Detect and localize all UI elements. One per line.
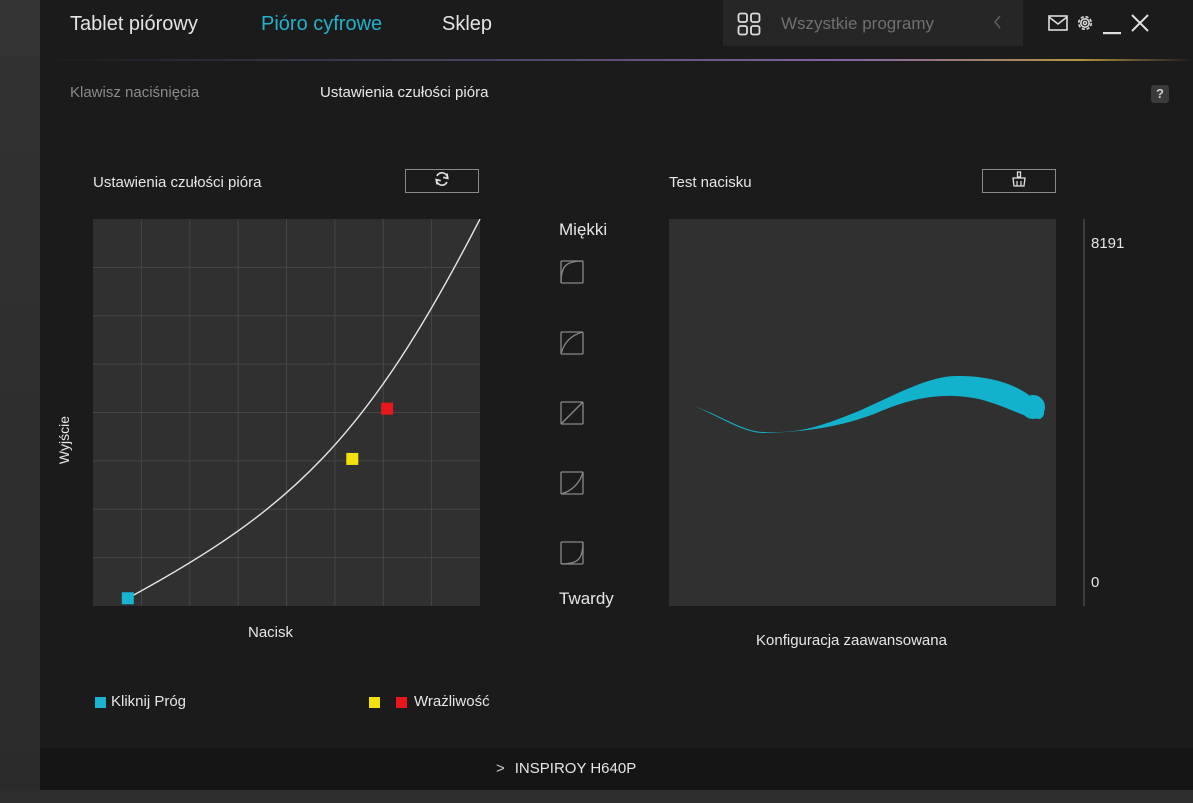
minimize-icon[interactable] [1103,22,1121,40]
pressure-curve-line [127,219,481,599]
preset-soft-icon[interactable] [560,331,584,355]
program-selector-label: Wszystkie programy [781,14,935,33]
program-selector[interactable]: Wszystkie programy [723,0,1023,46]
desktop-background [0,0,40,803]
sensitivity-handle-1[interactable] [346,452,359,465]
sensitivity-legend-label: Wrażliwość [414,693,490,710]
pressure-curve-title: Ustawienia czułości pióra [93,174,262,191]
pressure-curve-graph[interactable] [93,219,481,608]
soft-preset-label: Miękki [559,220,608,239]
clear-test-button[interactable] [982,169,1056,193]
advanced-config-link[interactable]: Konfiguracja zaawansowana [756,632,947,649]
reset-curve-button[interactable] [405,169,479,193]
output-axis-label: Wyjście [56,415,72,465]
settings-gear-icon[interactable] [1075,13,1095,38]
hard-preset-label: Twardy [559,589,614,608]
tab-digital-pen[interactable]: Pióro cyfrowe [261,13,383,35]
close-icon[interactable] [1131,14,1149,37]
curve-grid [93,219,480,606]
refresh-icon [433,171,451,192]
header-divider [40,59,1193,61]
apps-grid-icon [737,12,761,41]
pressure-test-title: Test nacisku [669,174,752,191]
sensitivity-legend-swatch-yellow [369,697,380,708]
desktop-background-bottom [0,790,1193,803]
mail-icon[interactable] [1048,15,1068,36]
subtab-pen-sensitivity[interactable]: Ustawienia czułości pióra [320,84,489,101]
preset-hardest-icon[interactable] [560,541,584,565]
tab-tablet[interactable]: Tablet piórowy [70,13,198,35]
chevron-right-icon: > [496,760,505,777]
pressure-meter-bar [1083,219,1085,606]
preset-softest-icon[interactable] [560,260,584,284]
sensitivity-legend-swatch-red [396,697,407,708]
click-threshold-legend-label: Kliknij Próg [111,693,187,710]
tab-store[interactable]: Sklep [442,13,493,35]
device-name: INSPIROY H640P [514,760,637,777]
pressure-min-value: 0 [1091,574,1100,591]
pen-tablet-app-window: Tablet piórowy Pióro cyfrowe Sklep Wszys… [40,0,1193,790]
broom-clear-icon [1011,170,1027,192]
pressure-max-value: 8191 [1091,235,1125,252]
sensitivity-handle-2[interactable] [381,402,394,415]
subtab-press-key[interactable]: Klawisz naciśnięcia [70,84,200,101]
header-bar: Tablet piórowy Pióro cyfrowe Sklep Wszys… [40,0,1193,61]
click-threshold-legend-swatch [95,697,106,708]
pressure-test-canvas[interactable] [669,219,1056,606]
sensitivity-handles [346,402,394,465]
click-threshold-handle[interactable] [121,592,134,605]
device-footer: > INSPIROY H640P [40,748,1193,790]
test-stroke [694,375,1045,433]
help-button[interactable]: ? [1151,85,1169,103]
chevron-left-icon[interactable] [993,14,1003,35]
preset-firm-icon[interactable] [560,471,584,495]
device-selector[interactable]: > INSPIROY H640P [496,760,636,777]
pressure-axis-label: Nacisk [248,624,294,641]
preset-linear-icon[interactable] [560,401,584,425]
